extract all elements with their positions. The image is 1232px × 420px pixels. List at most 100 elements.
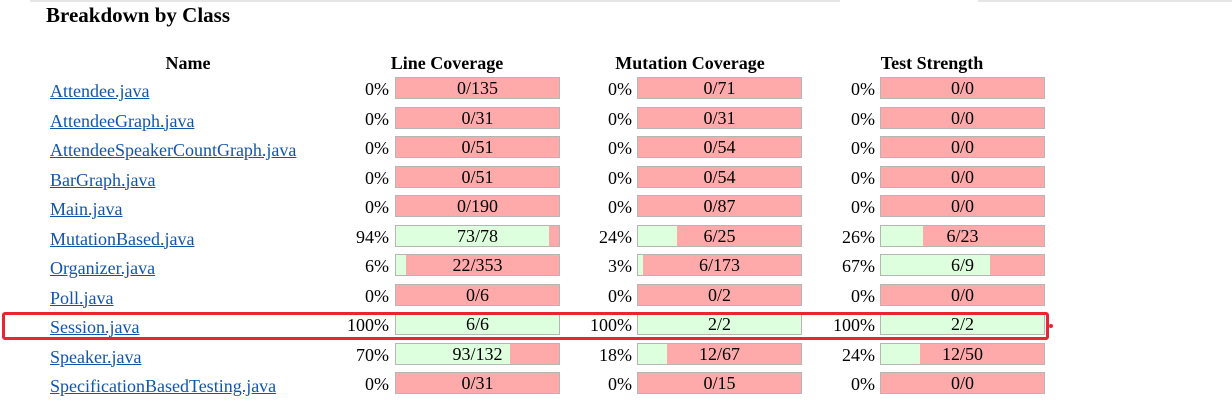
mutation-coverage-bar: 0/31 (637, 106, 802, 129)
coverage-fraction: 0/0 (950, 137, 974, 157)
line-coverage-percent: 0% (365, 167, 389, 188)
line-coverage-bar: 0/6 (395, 283, 560, 306)
table-row: BarGraph.java 0% 0/51 0% 0/54 0% 0/0 (0, 165, 1232, 196)
mutation-coverage-percent: 0% (608, 197, 632, 217)
coverage-fraction: 0/6 (465, 284, 489, 305)
mutation-coverage-bar: 0/54 (637, 136, 802, 158)
coverage-fraction: 0/0 (950, 166, 974, 187)
mutation-coverage-bar: 0/87 (637, 195, 802, 217)
class-link[interactable]: MutationBased.java (50, 228, 195, 249)
coverage-fraction: 73/78 (456, 225, 498, 246)
coverage-fill (881, 314, 1044, 334)
class-link[interactable]: BarGraph.java (50, 169, 156, 190)
table-row: Attendee.java 0% 0/135 0% 0/71 0% 0/0 (0, 77, 1232, 107)
line-coverage-percent: 0% (365, 197, 389, 217)
test-strength-percent: 100% (833, 315, 875, 335)
test-strength-percent: 0% (851, 138, 875, 158)
class-link[interactable]: Organizer.java (50, 258, 156, 278)
top-divider (30, 0, 840, 2)
test-strength-bar: 0/0 (880, 77, 1045, 99)
mutation-coverage-bar: 0/15 (637, 372, 802, 394)
coverage-fill (396, 255, 406, 275)
class-link[interactable]: Attendee.java (50, 81, 150, 101)
line-coverage-bar: 0/51 (395, 136, 560, 158)
test-strength-percent: 0% (851, 197, 875, 217)
mutation-coverage-percent: 0% (608, 285, 632, 306)
table-row: SpecificationBasedTesting.java 0% 0/31 0% 0/… (0, 372, 1232, 402)
highlight-marker (1049, 324, 1053, 328)
class-link[interactable]: AttendeeGraph.java (50, 110, 195, 131)
column-header-mutation-coverage: Mutation Coverage (615, 53, 765, 73)
coverage-fraction: 0/31 (461, 373, 494, 393)
line-coverage-percent: 0% (365, 285, 389, 306)
coverage-fraction: 0/71 (703, 78, 736, 98)
coverage-fill (881, 343, 921, 364)
test-strength-percent: 0% (851, 167, 875, 188)
class-link[interactable]: AttendeeSpeakerCountGraph.java (50, 140, 297, 160)
mutation-coverage-bar: 0/2 (637, 283, 802, 306)
coverage-fraction: 0/31 (703, 107, 736, 128)
table-row: Poll.java 0% 0/6 0% 0/2 0% 0/0 (0, 283, 1232, 314)
coverage-fill (881, 225, 924, 246)
coverage-fraction: 0/15 (703, 373, 736, 393)
coverage-fraction: 0/31 (461, 107, 494, 128)
mutation-coverage-bar: 6/173 (637, 254, 802, 276)
coverage-fraction: 12/50 (941, 343, 983, 364)
coverage-fraction: 0/0 (950, 107, 974, 128)
coverage-fill (881, 255, 991, 275)
coverage-fraction: 22/353 (452, 255, 503, 275)
coverage-fill (396, 314, 559, 334)
coverage-fraction: 6/25 (703, 225, 736, 246)
test-strength-percent: 0% (851, 79, 875, 99)
coverage-fraction: 0/54 (703, 137, 736, 157)
coverage-fraction: 0/190 (456, 196, 498, 216)
table-row: MutationBased.java 94% 73/78 24% 6/25 26% 6/23 (0, 224, 1232, 255)
mutation-coverage-percent: 0% (608, 167, 632, 188)
coverage-fill (396, 343, 511, 364)
coverage-fraction: 6/23 (946, 225, 979, 246)
mutation-coverage-percent: 100% (590, 315, 632, 335)
line-coverage-percent: 100% (347, 315, 389, 335)
line-coverage-bar: 73/78 (395, 224, 560, 247)
class-link[interactable]: SpecificationBasedTesting.java (50, 376, 277, 396)
class-link[interactable]: Speaker.java (50, 346, 142, 367)
coverage-fraction: 0/51 (461, 137, 494, 157)
test-strength-percent: 0% (851, 108, 875, 129)
highlight-box (2, 312, 1049, 340)
test-strength-percent: 24% (842, 344, 875, 365)
test-strength-bar: 0/0 (880, 106, 1045, 129)
class-link[interactable]: Main.java (50, 199, 123, 219)
coverage-fraction: 0/0 (950, 196, 974, 216)
coverage-fraction: 0/135 (456, 78, 498, 98)
mutation-coverage-percent: 24% (599, 226, 632, 247)
mutation-coverage-bar: 0/54 (637, 165, 802, 188)
test-strength-bar: 6/23 (880, 224, 1045, 247)
coverage-fill (638, 314, 801, 334)
line-coverage-bar: 0/51 (395, 165, 560, 188)
top-divider (978, 0, 1232, 2)
section-title: Breakdown by Class (46, 3, 230, 27)
table-row: Speaker.java 70% 93/132 18% 12/67 24% 12/50 (0, 342, 1232, 373)
table-row: Session.java 100% 6/6 100% 2/2 100% 2/2 (0, 313, 1232, 343)
coverage-fill (638, 343, 668, 364)
column-header-line-coverage: Line Coverage (390, 53, 504, 73)
test-strength-bar: 0/0 (880, 372, 1045, 394)
mutation-coverage-percent: 18% (599, 344, 632, 365)
line-coverage-percent: 0% (365, 138, 389, 158)
coverage-fraction: 0/0 (950, 284, 974, 305)
coverage-fraction: 0/51 (461, 166, 494, 187)
line-coverage-percent: 0% (365, 108, 389, 129)
line-coverage-percent: 6% (365, 256, 389, 276)
class-link[interactable]: Session.java (50, 317, 140, 337)
table-row: Organizer.java 6% 22/353 3% 6/173 67% 6/9 (0, 254, 1232, 284)
coverage-fill (638, 255, 643, 275)
mutation-coverage-percent: 0% (608, 79, 632, 99)
coverage-fraction: 6/173 (698, 255, 740, 275)
test-strength-bar: 12/50 (880, 342, 1045, 365)
test-strength-bar: 2/2 (880, 313, 1045, 335)
class-link[interactable]: Poll.java (50, 287, 114, 308)
mutation-coverage-percent: 0% (608, 138, 632, 158)
test-strength-bar: 0/0 (880, 165, 1045, 188)
line-coverage-percent: 0% (365, 79, 389, 99)
coverage-fraction: 0/0 (950, 78, 974, 98)
